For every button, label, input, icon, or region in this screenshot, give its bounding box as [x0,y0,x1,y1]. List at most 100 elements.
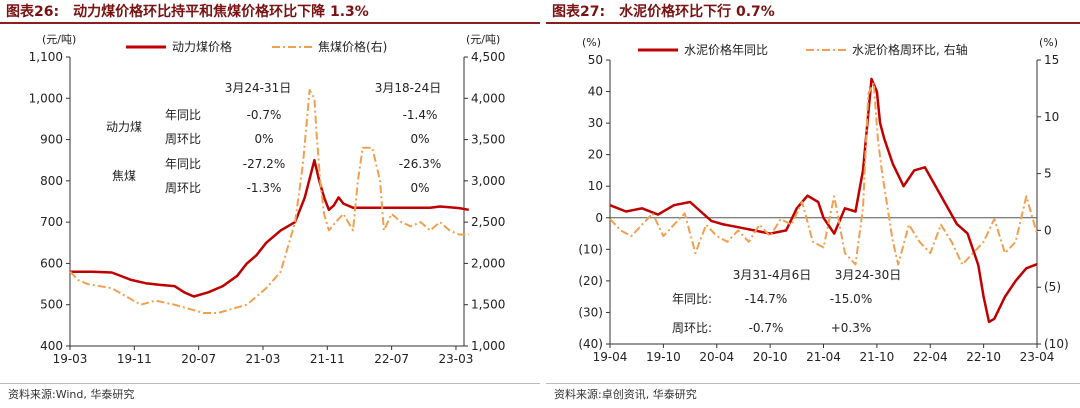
y-right-tick-label: 0 [1044,223,1052,237]
y-left-tick-label: 900 [40,133,63,147]
legend-label-1: 水泥价格年同比 [684,42,768,57]
series-line-2 [609,81,1038,266]
y-left-tick-label: (10) [578,242,603,256]
x-tick-label: 20-07 [181,352,216,366]
y-left-tick-label: 20 [588,148,603,162]
left-chart: 400 500 600 700 800 900 1,000 1,100 1,000 1,500 2,… [29,33,506,366]
left-source-rule [0,383,540,384]
y-left-tick-label: 600 [40,256,63,270]
legend-label-1: 动力煤价格 [172,39,232,54]
annotation-value-col2: -26.3% [399,157,441,171]
right-source: 资料来源:卓创资讯, 华泰研究 [554,388,697,401]
y-left-tick-label: 400 [40,339,63,353]
series-line-1 [70,158,470,298]
right-source-rule [546,383,1080,384]
x-tick-label: 19-11 [117,352,152,366]
y-left-tick-label: (40) [578,337,603,351]
y-left-tick-label: 500 [40,298,63,312]
y-right-tick-label: 2,500 [471,215,505,229]
annotation-metric-label: 年同比: [672,292,712,306]
y-left-tick-label: 1,000 [29,91,63,105]
y-left-tick-label: 10 [588,179,603,193]
annotation-metric-label: 周环比 [165,181,201,195]
y-left-tick-label: 40 [588,85,603,99]
annotation-value-col1: -0.7% [749,321,784,335]
left-source: 资料来源:Wind, 华泰研究 [8,388,135,401]
annotation-metric-label: 年同比 [165,108,201,122]
y-left-tick-label: 0 [595,211,603,225]
annotation-value-col1: 0% [254,132,273,146]
annotation-group-label: 焦煤 [112,169,136,183]
y-left-tick-label: (20) [578,274,603,288]
annotation-metric-label: 周环比 [165,132,201,146]
annotation-value-col2: -15.0% [830,292,872,306]
x-tick-label: 20-04 [699,350,734,364]
annotation-value-col1: -14.7% [745,292,787,306]
y-left-tick-label: 800 [40,174,63,188]
annotation-value-col1: -1.3% [247,181,282,195]
annotation-value-col2: -1.4% [403,108,438,122]
annotation-col1-header: 3月24-31日 [225,81,292,95]
legend-label-2: 焦煤价格(右) [318,39,387,54]
y-right-tick-label: 4,000 [471,91,505,105]
y-left-tick-label: (30) [578,305,603,319]
annotation-metric-label: 周环比: [672,321,712,335]
y-right-tick-label: (5) [1044,280,1061,294]
left-chart-title: 图表26: 动力煤价格环比持平和焦煤价格环比下降 1.3% [6,1,383,21]
annotation-metric-label: 年同比 [165,157,201,171]
annotation-value-col2: 0% [410,181,429,195]
x-tick-label: 19-04 [593,350,628,364]
y-right-tick-label: 5 [1044,167,1052,181]
x-tick-label: 20-10 [753,350,788,364]
y-left-unit-label: (元/吨) [42,33,76,46]
left-chart-panel: 图表26: 动力煤价格环比持平和焦煤价格环比下降 1.3% 400 500 600 70… [0,0,540,401]
annotation-col1-header: 3月31-4月6日 [733,268,812,282]
annotation-col2-header: 3月18-24日 [375,81,442,95]
x-tick-label: 21-03 [246,352,281,366]
annotation-value-col2: +0.3% [831,321,872,335]
y-right-tick-label: 2,000 [471,256,505,270]
annotation-group-label: 动力煤 [106,120,142,134]
right-title-bar: 图表27: 水泥价格环比下行 0.7% [546,0,1080,24]
y-left-unit-label: (%) [582,36,601,49]
y-left-tick-label: 50 [588,53,603,67]
y-right-tick-label: 3,500 [471,133,505,147]
left-title-text: 动力煤价格环比持平和焦煤价格环比下降 1.3% [73,4,369,20]
y-left-tick-label: 30 [588,116,603,130]
left-title-bar: 图表26: 动力煤价格环比持平和焦煤价格环比下降 1.3% [0,0,540,24]
y-right-tick-label: 3,000 [471,174,505,188]
right-title-text: 水泥价格环比下行 0.7% [619,4,775,20]
right-figure-number: 图表27: [552,4,606,20]
right-chart-panel: 图表27: 水泥价格环比下行 0.7% (40) (30) (20) (10) 0 10 20… [546,0,1080,408]
x-tick-label: 22-10 [966,350,1001,364]
y-right-tick-label: 15 [1044,53,1059,67]
right-chart-title: 图表27: 水泥价格环比下行 0.7% [552,1,789,21]
y-right-tick-label: 1,500 [471,298,505,312]
x-tick-label: 23-03 [439,352,474,366]
y-right-tick-label: (10) [1044,337,1069,351]
series-line-1 [609,77,1038,324]
x-tick-label: 22-04 [913,350,948,364]
y-right-tick-label: 4,500 [471,50,505,64]
annotation-value-col1: -27.2% [243,157,285,171]
y-right-tick-label: 1,000 [471,339,505,353]
annotation-value-col2: 0% [410,132,429,146]
x-tick-label: 21-11 [310,352,345,366]
x-tick-label: 19-10 [646,350,681,364]
x-tick-label: 23-04 [1020,350,1055,364]
x-tick-label: 19-03 [53,352,88,366]
annotation-value-col1: -0.7% [247,108,282,122]
y-right-unit-label: (元/吨) [466,33,500,46]
x-tick-label: 21-04 [806,350,841,364]
right-chart: (40) (30) (20) (10) 0 10 20 30 40 50 (10) (5) 0 5 10 15… [578,36,1069,364]
x-tick-label: 22-07 [374,352,409,366]
series-line-2 [69,89,469,314]
y-left-tick-label: 700 [40,215,63,229]
y-right-unit-label: (%) [1039,36,1058,49]
x-tick-label: 21-10 [859,350,894,364]
left-figure-number: 图表26: [6,4,60,20]
y-left-tick-label: 1,100 [29,50,63,64]
y-right-tick-label: 10 [1044,110,1059,124]
annotation-col2-header: 3月24-30日 [835,268,902,282]
legend-label-2: 水泥价格周环比, 右轴 [852,42,968,57]
